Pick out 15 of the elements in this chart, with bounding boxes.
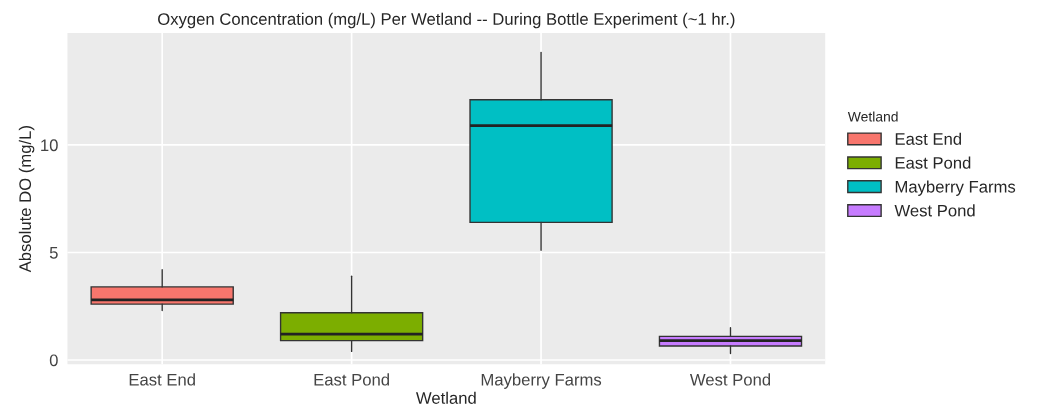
x-tick-label: West Pond (689, 373, 771, 386)
x-tick-label: Mayberry Farms (481, 373, 602, 389)
legend-label: Mayberry Farms (895, 180, 1016, 196)
legend-label: West Pond (894, 204, 975, 217)
y-tick-label: 5 (49, 247, 58, 259)
chart-title: Oxygen Concentration (mg/L) Per Wetland -- During Bottle Experiment (~1 hr.) (158, 12, 735, 29)
legend-label: East Pond (895, 156, 971, 169)
x-tick-label: East End (129, 373, 195, 386)
y-axis-title: Absolute DO (mg/L) (18, 126, 35, 273)
y-tick-label: 0 (49, 354, 58, 367)
x-axis-title: Wetland (415, 391, 476, 404)
legend-label: East End (895, 132, 962, 145)
legend-title: Wetland (847, 111, 898, 122)
x-tick-label: East Pond (314, 373, 389, 386)
y-tick-label: 10 (41, 139, 58, 152)
